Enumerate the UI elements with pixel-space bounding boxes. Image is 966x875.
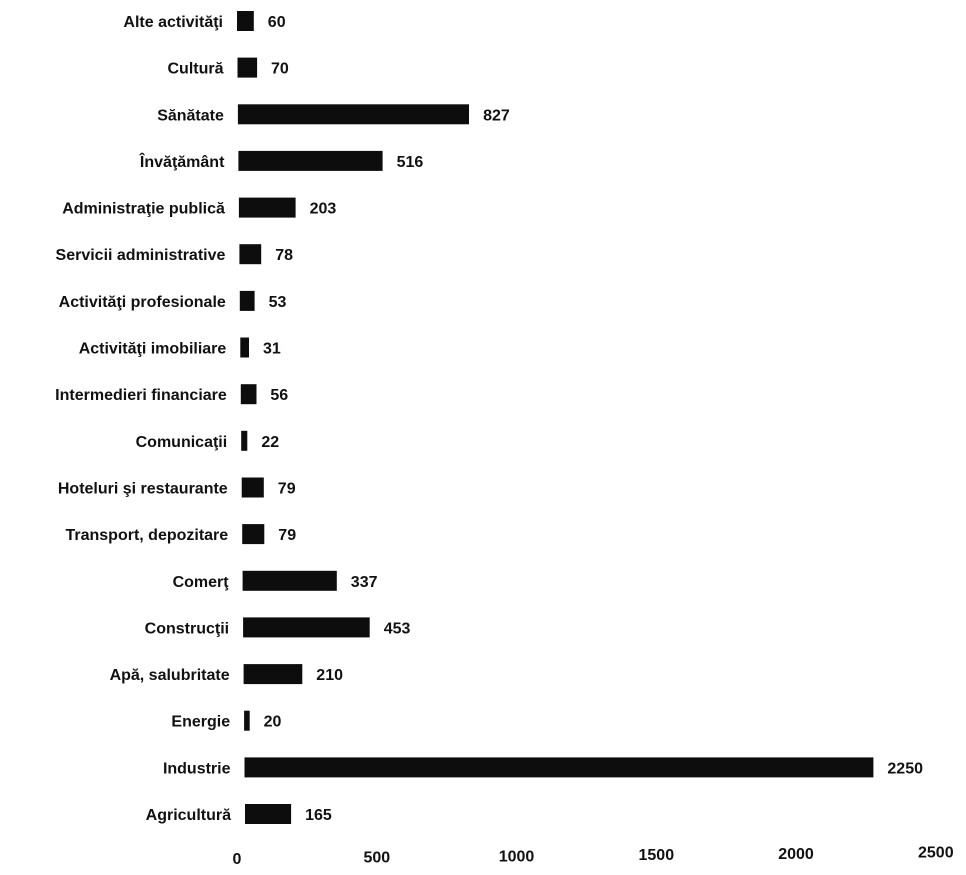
value-label: 337: [351, 574, 378, 591]
category-label: Agricultură: [146, 807, 231, 824]
value-label: 20: [264, 714, 282, 731]
category-label: Transport, depozitare: [65, 527, 228, 544]
category-label: Comerţ: [173, 574, 230, 591]
bar: [241, 430, 248, 451]
value-labels-group: 60 70 827 516 203 78 53 31 56 22 79 79 337 453 210 20 22…: [261, 14, 923, 824]
value-label: 165: [305, 807, 332, 824]
category-label: Servicii administrative: [56, 247, 226, 264]
x-tick-label: 0: [233, 851, 242, 868]
bar: [238, 150, 383, 171]
value-label: 79: [278, 527, 296, 544]
category-label: Hoteluri şi restaurante: [58, 481, 228, 498]
bar: [244, 757, 874, 778]
category-labels-group: Alte activităţi Cultură Sănătate Învăţământ…: [55, 14, 231, 824]
value-label: 203: [310, 201, 337, 218]
bar: [243, 617, 370, 638]
value-label: 22: [261, 434, 279, 451]
bar: [237, 57, 258, 78]
category-label: Alte activităţi: [123, 14, 223, 31]
bar: [240, 337, 249, 358]
category-label: Sănătate: [157, 107, 224, 124]
category-label: Energie: [171, 714, 230, 731]
value-label: 56: [270, 387, 288, 404]
category-label: Activităţi profesionale: [59, 294, 226, 311]
category-label: Intermedieri financiare: [55, 387, 227, 404]
value-label: 453: [384, 620, 411, 637]
value-label: 210: [316, 667, 343, 684]
category-label: Activităţi imobiliare: [79, 341, 227, 358]
bar: [239, 244, 262, 265]
x-tick-label: 2000: [778, 846, 814, 863]
category-label: Industrie: [163, 760, 231, 777]
x-tick-label: 1500: [639, 847, 675, 864]
bar: [237, 11, 254, 31]
category-label: Comunicaţii: [136, 434, 228, 451]
value-label: 827: [483, 107, 510, 124]
category-label: Administraţie publică: [62, 201, 225, 218]
bar: [241, 477, 264, 498]
x-axis-ticks-group: 0 500 1000 1500 2000 2500: [233, 845, 954, 869]
value-label: 78: [275, 247, 293, 264]
category-label: Cultură: [168, 61, 224, 78]
bar: [240, 384, 257, 405]
value-label: 516: [397, 154, 424, 171]
value-label: 53: [269, 294, 287, 311]
bar: [242, 524, 265, 545]
bar: [245, 804, 292, 824]
x-tick-label: 1000: [499, 848, 535, 865]
bar: [244, 710, 250, 731]
x-tick-label: 500: [363, 850, 390, 867]
bar: [238, 197, 296, 218]
value-label: 31: [263, 341, 281, 358]
value-label: 79: [278, 481, 296, 498]
bar: [239, 290, 255, 311]
category-label: Construcţii: [145, 620, 229, 637]
category-label: Apă, salubritate: [110, 667, 230, 684]
bars-group: [237, 11, 874, 824]
bar: [243, 664, 303, 685]
bar: [242, 570, 337, 591]
bar: [237, 104, 469, 125]
value-label: 2250: [887, 760, 923, 777]
value-label: 70: [271, 61, 289, 78]
x-tick-label: 2500: [918, 845, 954, 862]
value-label: 60: [268, 14, 286, 31]
category-label: Învăţământ: [139, 152, 225, 171]
